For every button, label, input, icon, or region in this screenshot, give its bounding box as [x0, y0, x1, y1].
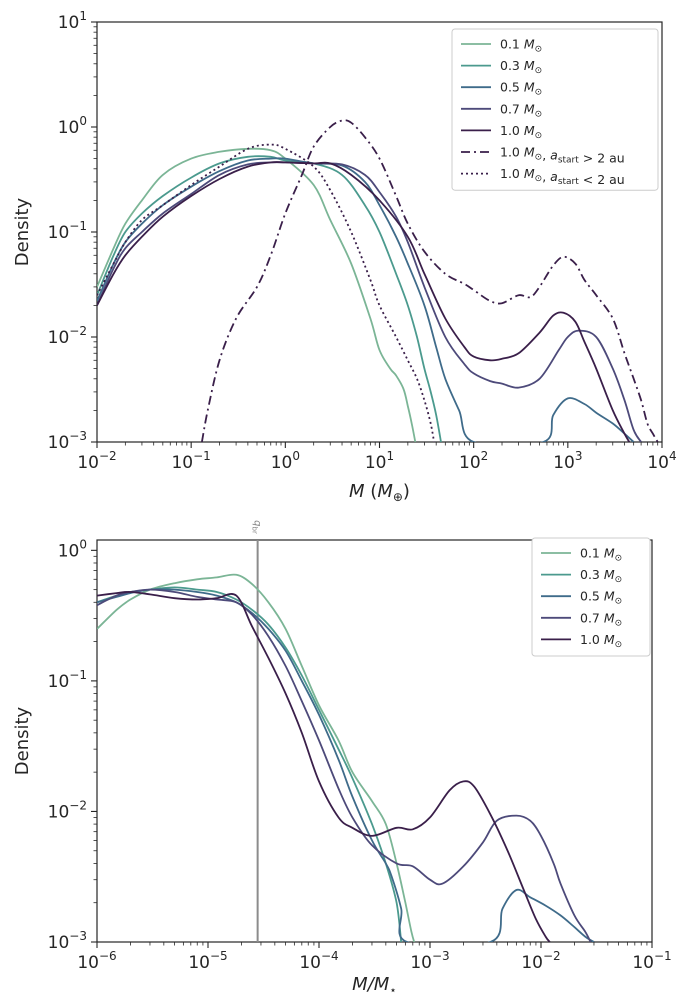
- y-tick-label: 10−1: [48, 219, 87, 243]
- x-tick-label: 103: [553, 449, 582, 473]
- legend-entry-label: 1.0 M⊙: [500, 123, 542, 141]
- x-tick-label: 10−3: [410, 949, 449, 973]
- series-line-1: [97, 155, 442, 442]
- x-tick-label: 10−2: [521, 949, 560, 973]
- x-tick-label: 10−4: [299, 949, 338, 973]
- legend-entry-label: 0.5 M⊙: [580, 589, 622, 607]
- plot-frame: [96, 539, 653, 943]
- series-line-3: [97, 588, 592, 942]
- legend-box: [451, 28, 659, 191]
- x-tick-label: 104: [647, 449, 676, 473]
- x-tick-label: 10−5: [188, 949, 227, 973]
- bottom-density-plot: 10−6 10−5 10−4 10−3 10−2 10−1 10−3 10−2 10−1 100 M…: [12, 520, 672, 996]
- top-density-plot: 10−2 10−1 100 101 102 103 10410−310−210−110010…: [12, 9, 677, 504]
- legend-entry-label: 1.0 M⊙, astart > 2 au: [500, 145, 625, 166]
- legend-box: [531, 537, 651, 657]
- series-line-3: [97, 161, 642, 442]
- y-tick-label: 100: [58, 114, 87, 138]
- legend-entry-label: 0.3 M⊙: [580, 567, 622, 585]
- legend-entry-label: 0.5 M⊙: [500, 80, 542, 98]
- legend-entry-label: 0.1 M⊙: [500, 37, 542, 55]
- legend-entry-label: 0.1 M⊙: [580, 546, 622, 564]
- series-line-4: [97, 161, 631, 442]
- series-line-4: [97, 591, 551, 942]
- y-tick-label: 10−3: [48, 429, 87, 453]
- y-tick-label: 100: [58, 537, 87, 561]
- legend-entry-label: 1.0 M⊙: [580, 632, 622, 650]
- q-br-label: qbr: [251, 520, 263, 534]
- x-tick-label: 10−2: [77, 449, 116, 473]
- series-line-2: [97, 157, 635, 442]
- legend-entry-label: 0.3 M⊙: [500, 58, 542, 76]
- y-tick-label: 101: [58, 9, 87, 33]
- legend-entry-label: 1.0 M⊙, astart < 2 au: [500, 166, 625, 187]
- x-tick-label: 100: [271, 449, 300, 473]
- x-axis-label: M (M⊕): [349, 481, 410, 504]
- series-line-0: [97, 147, 417, 442]
- x-tick-label: 102: [459, 449, 488, 473]
- legend-entry-label: 0.7 M⊙: [580, 610, 622, 628]
- x-axis-label: M/M⋆: [352, 974, 397, 996]
- series-line-1: [97, 586, 403, 942]
- series-line-0: [97, 573, 416, 942]
- series-line-2: [97, 588, 595, 942]
- x-tick-label: 101: [365, 449, 394, 473]
- y-tick-label: 10−2: [48, 798, 87, 822]
- x-tick-label: 10−1: [632, 949, 671, 973]
- y-tick-label: 10−3: [48, 929, 87, 953]
- x-tick-label: 10−1: [171, 449, 210, 473]
- series-line-6: [97, 143, 435, 442]
- y-axis-label: Density: [12, 197, 33, 266]
- y-axis-label: Density: [12, 706, 33, 775]
- legend-entry-label: 0.7 M⊙: [500, 101, 542, 119]
- y-tick-label: 10−1: [48, 668, 87, 692]
- x-tick-label: 10−6: [77, 949, 116, 973]
- y-tick-label: 10−2: [48, 324, 87, 348]
